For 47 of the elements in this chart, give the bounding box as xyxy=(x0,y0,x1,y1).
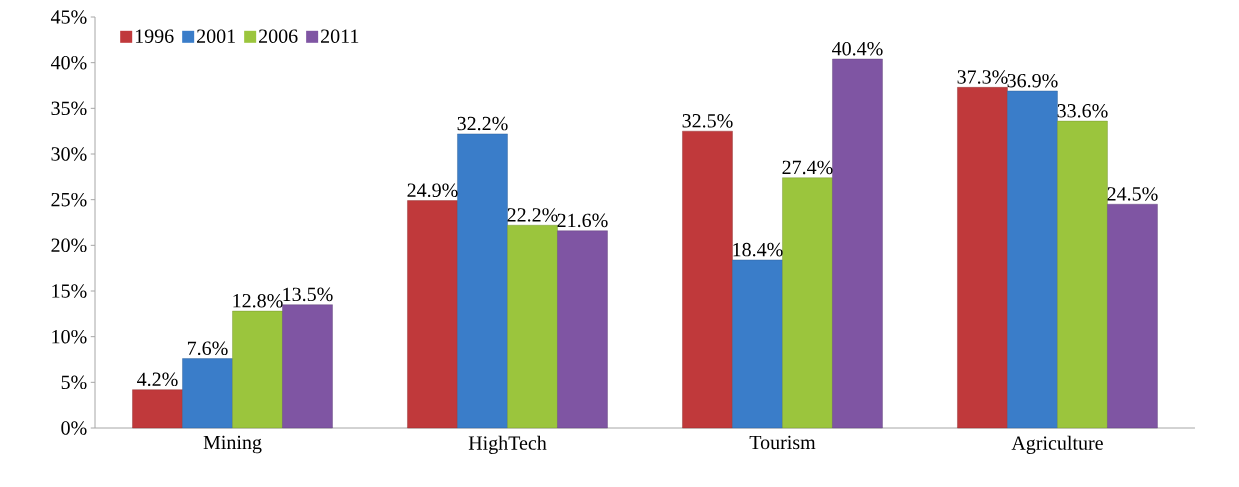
data-label: 12.8% xyxy=(233,293,283,308)
data-label: 32.5% xyxy=(682,114,733,128)
x-tick-label: Mining xyxy=(203,435,262,454)
legend-label: 2006 xyxy=(259,29,298,43)
bar xyxy=(957,87,1008,429)
x-tick-label: Agriculture xyxy=(1011,435,1103,454)
y-tick-label: 5% xyxy=(61,375,87,390)
y-tick-label: 0% xyxy=(61,421,87,435)
data-label: 13.5% xyxy=(283,287,333,302)
y-tick-label: 25% xyxy=(51,192,87,207)
legend-label: 1996 xyxy=(135,29,174,43)
legend-label: 2001 xyxy=(197,29,235,43)
bar xyxy=(782,177,833,429)
y-tick-label: 40% xyxy=(50,55,87,70)
legend-label: 2011 xyxy=(321,29,359,43)
data-label: 36.9% xyxy=(1007,73,1058,88)
bar xyxy=(232,310,283,429)
data-label: 37.3% xyxy=(957,70,1008,84)
y-tick-label: 30% xyxy=(51,147,87,161)
y-tick-label: 15% xyxy=(52,284,87,298)
y-tick-label: 35% xyxy=(51,101,87,116)
data-label: 24.5% xyxy=(1107,187,1158,201)
bar xyxy=(557,230,608,429)
y-tick-label: 45% xyxy=(50,10,87,24)
data-label: 4.2% xyxy=(137,372,178,387)
bar xyxy=(457,133,508,429)
data-label: 32.2% xyxy=(457,116,508,131)
bar xyxy=(507,225,558,429)
bar xyxy=(682,130,733,429)
data-label: 27.4% xyxy=(782,160,833,175)
bar xyxy=(132,389,183,429)
data-label: 33.6% xyxy=(1057,104,1108,118)
x-tick-label: HighTech xyxy=(468,435,547,454)
bar xyxy=(282,304,333,429)
data-label: 40.4% xyxy=(832,41,883,56)
data-label: 7.6% xyxy=(187,341,228,356)
bar xyxy=(732,259,783,429)
bar xyxy=(1007,90,1058,429)
bar xyxy=(407,200,458,429)
x-tick-label: Tourism xyxy=(749,435,816,450)
y-tick-label: 10% xyxy=(52,329,87,344)
bar xyxy=(832,58,883,429)
y-tick-label: 20% xyxy=(51,238,87,253)
bar xyxy=(1057,120,1108,429)
bar xyxy=(1107,204,1158,429)
data-label: 21.6% xyxy=(557,213,608,228)
bar xyxy=(182,358,233,429)
